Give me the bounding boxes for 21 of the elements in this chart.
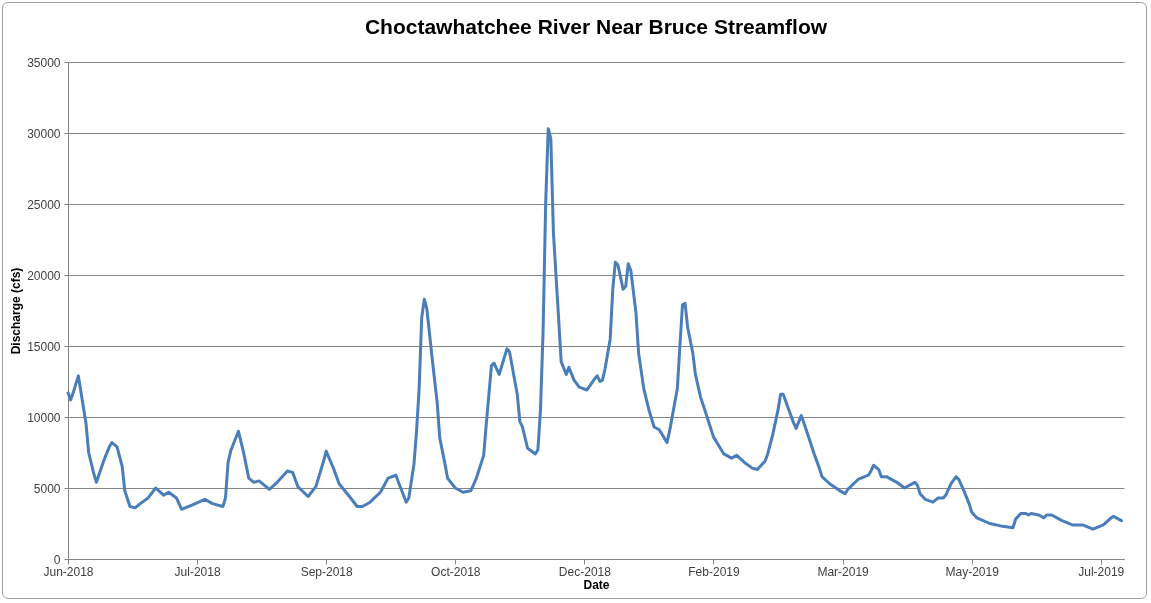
x-tick-label: Dec-2018 [558, 564, 612, 579]
x-tick-label: Mar-2019 [817, 564, 870, 579]
line-series [66, 127, 1123, 531]
x-tick-label: Jul-2019 [1078, 564, 1125, 579]
y-tick-label: 5000 [33, 481, 61, 496]
y-tick-label: 25000 [27, 197, 61, 212]
y-tick-label: 0 [53, 552, 61, 567]
x-tick-label: Jun-2018 [43, 564, 94, 579]
x-tick-label: Oct-2018 [431, 564, 481, 579]
y-tick-label: 15000 [27, 339, 61, 354]
x-axis-title: Date [583, 577, 610, 592]
chart-title: Choctawhatchee River Near Bruce Streamflow [364, 15, 828, 38]
y-tick-label: 10000 [27, 410, 61, 425]
x-tick-label: May-2019 [945, 564, 1000, 579]
y-tick-label: 35000 [27, 55, 61, 70]
x-tick-label: Feb-2019 [688, 564, 740, 579]
x-tick-label: Jul-2018 [174, 564, 221, 579]
y-tick-label: 30000 [27, 126, 61, 141]
y-tick-label: 20000 [27, 268, 61, 283]
y-axis-title: Discharge (cfs) [9, 267, 24, 355]
x-tick-label: Sep-2018 [300, 564, 354, 579]
